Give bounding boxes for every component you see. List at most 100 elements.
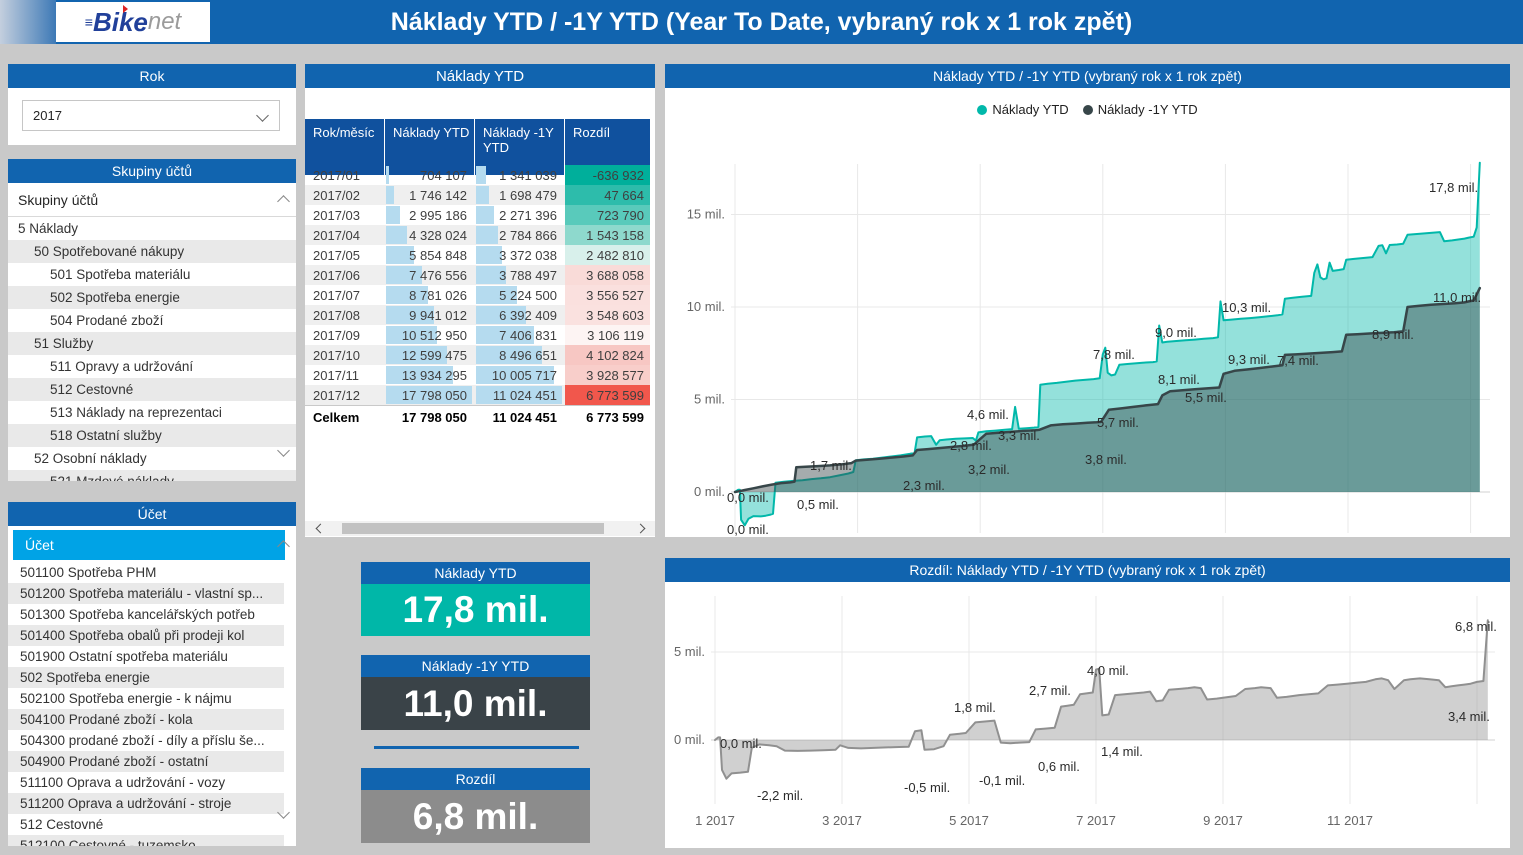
ucet-list-item[interactable]: 512 Cestovné [20,817,104,832]
data-bar [476,206,494,224]
ytd-area-chart[interactable]: 0 mil. 5 mil. 10 mil. 15 mil. 1 2017 3 2017 5 … [665,112,1510,537]
table-panel-title: Náklady YTD [305,64,655,88]
ucet-list-item[interactable]: 502 Spotřeba energie [8,667,284,688]
n-klady-ytd-line[interactable] [734,161,1481,527]
skupiny-list-item[interactable]: 52 Osobní náklady [34,451,147,466]
legend-item[interactable]: Náklady -1Y YTD [1082,102,1198,117]
x-axis-tick: 7 2017 [1083,534,1123,537]
ucet-selected-row[interactable]: Účet [13,530,285,560]
skupiny-list-item[interactable]: 504 Prodané zboží [50,313,164,328]
col-header-diff[interactable]: Rozdíl [573,125,610,140]
skupiny-list-item[interactable]: 513 Náklady na reprezentaci [50,405,222,420]
data-label: 2,3 mil. [903,478,945,493]
data-label: 3,2 mil. [968,462,1010,477]
rozdil-area-chart[interactable]: 0 mil. 5 mil. 1 2017 3 2017 5 2017 7 2017 9 20… [665,582,1510,848]
cell-diff: 2 482 810 [565,245,650,265]
chevron-down-icon[interactable] [256,109,269,122]
skupiny-list-item[interactable]: 521 Mzdové náklady [8,470,296,481]
cell-ytd: 8 781 026 [385,285,475,305]
ucet-list-item[interactable]: 504900 Prodané zboží - ostatní [8,751,284,772]
rozd-l-line[interactable] [714,619,1489,780]
n-klady-1y-ytd-line[interactable] [733,286,1482,494]
cell-diff: 3 688 058 [565,265,650,285]
skupiny-list-item[interactable]: 512 Cestovné [8,378,296,401]
cell-diff: 6 773 599 [565,385,650,405]
ucet-list-item[interactable]: 511200 Oprava a udržování - stroje [8,793,284,814]
ucet-list-item[interactable]: 502100 Spotřeba energie - k nájmu [20,691,232,706]
table-row[interactable]: 2017/05 5 854 848 3 372 038 2 482 810 [305,245,650,265]
skupiny-list-header-label: Skupiny účtů [18,191,99,208]
scrollbar-thumb[interactable] [342,523,604,534]
ucet-list-item[interactable]: 501900 Ostatní spotřeba materiálu [20,649,228,664]
n-klady-ytd-area[interactable] [735,162,1480,526]
rozd-l-area[interactable] [715,620,1488,779]
data-label: 0,0 mil. [727,490,769,505]
cell-diff: 3 106 119 [565,325,650,345]
table-row[interactable]: 2017/09 10 512 950 7 406 831 3 106 119 [305,325,650,345]
n-klady-1y-ytd-area[interactable] [735,288,1480,492]
chevron-up-icon[interactable] [277,195,290,208]
skupiny-list-item[interactable]: 511 Opravy a udržování [50,359,194,374]
rok-dropdown[interactable]: 2017 [22,100,280,131]
ucet-list-item[interactable]: 504100 Prodané zboží - kola [8,709,284,730]
cell-prev: 11 024 451 [475,385,565,405]
cell-diff: 3 928 577 [565,365,650,385]
table-row[interactable]: 2017/06 7 476 556 3 788 497 3 688 058 [305,265,650,285]
kpi-ytd-title: Náklady YTD [361,562,590,584]
skupiny-list-item[interactable]: 518 Ostatní služby [8,424,296,447]
cell-month: 2017/07 [313,287,360,303]
table-row[interactable]: 2017/02 1 746 142 1 698 479 47 664 [305,185,650,205]
data-bar [386,166,389,184]
col-header-ytd[interactable]: Náklady YTD [385,119,475,175]
cell-ytd: 17 798 050 [385,385,475,405]
skupiny-list-item[interactable]: 51 Služby [8,332,296,355]
skupiny-list-item[interactable]: 502 Spotřeba energie [8,286,296,309]
x-axis-tick: 7 2017 [1076,813,1116,828]
table-row[interactable]: 2017/04 4 328 024 2 784 866 1 543 158 [305,225,650,245]
kpi-diff-value: 6,8 mil. [361,790,590,843]
cell-month: 2017/09 [313,327,360,343]
table-total-row[interactable]: Celkem 17 798 050 11 024 451 6 773 599 [305,405,650,428]
cell-ytd: 7 476 556 [385,265,475,285]
table-row[interactable]: 2017/08 9 941 012 6 392 409 3 548 603 [305,305,650,325]
data-bar [476,166,486,184]
table-row[interactable]: 2017/10 12 599 475 8 496 651 4 102 824 [305,345,650,365]
x-axis-tick: 3 2017 [822,813,862,828]
cell-ytd: 12 599 475 [385,345,475,365]
data-label: -2,2 mil. [757,788,803,803]
skupiny-list: 5 Náklady 50 Spotřebované nákupy 501 Spotř… [8,217,296,481]
data-label: -0,5 mil. [904,780,950,795]
skupiny-list-item[interactable]: 50 Spotřebované nákupy [8,240,296,263]
cell-month: 2017/12 [313,387,360,403]
skupiny-list-item[interactable]: 5 Náklady [18,221,79,236]
data-bar [386,386,472,404]
ucet-list-item[interactable]: 504300 prodané zboží - díly a příslu še.… [20,733,265,748]
ucet-list-item[interactable]: 501400 Spotřeba obalů při prodeji kol [8,625,284,646]
table-row[interactable]: 2017/03 2 995 186 2 271 396 723 790 [305,205,650,225]
ucet-list-item[interactable]: 511100 Oprava a udržování - vozy [20,775,226,790]
skupiny-list-header[interactable]: Skupiny účtů [8,183,296,217]
ucet-list-item[interactable]: 501300 Spotřeba kancelářských potřeb [20,607,255,622]
scroll-left-button[interactable] [305,521,335,536]
cell-ytd: 10 512 950 [385,325,475,345]
col-header-month[interactable]: Rok/měsíc [305,119,385,175]
table-row[interactable]: 2017/01 704 107 1 341 039 -636 932 [305,165,650,185]
rok-dropdown-value: 2017 [33,108,62,123]
data-bar [386,326,437,344]
legend-item[interactable]: Náklady YTD [977,102,1069,117]
cell-month: 2017/01 [313,167,360,183]
ucet-list-item[interactable]: 501100 Spotřeba PHM [20,565,157,580]
col-header-prev[interactable]: Náklady -1Y YTD [475,119,565,175]
table-horizontal-scrollbar[interactable] [305,521,655,536]
total-prev: 11 024 451 [492,409,557,425]
skupiny-list-item[interactable]: 501 Spotřeba materiálu [50,267,191,282]
data-label: 1,4 mil. [1101,744,1143,759]
table-row[interactable]: 2017/12 17 798 050 11 024 451 6 773 599 [305,385,650,405]
scroll-right-button[interactable] [625,521,655,536]
kpi-diff-title: Rozdíl [361,768,590,790]
table-row[interactable]: 2017/11 13 934 295 10 005 717 3 928 577 [305,365,650,385]
ucet-list-item[interactable]: 512100 Cestovné - tuzemsko [8,835,284,846]
cell-prev: 10 005 717 [475,365,565,385]
table-row[interactable]: 2017/07 8 781 026 5 224 500 3 556 527 [305,285,650,305]
ucet-list-item[interactable]: 501200 Spotřeba materiálu - vlastní sp..… [8,583,284,604]
